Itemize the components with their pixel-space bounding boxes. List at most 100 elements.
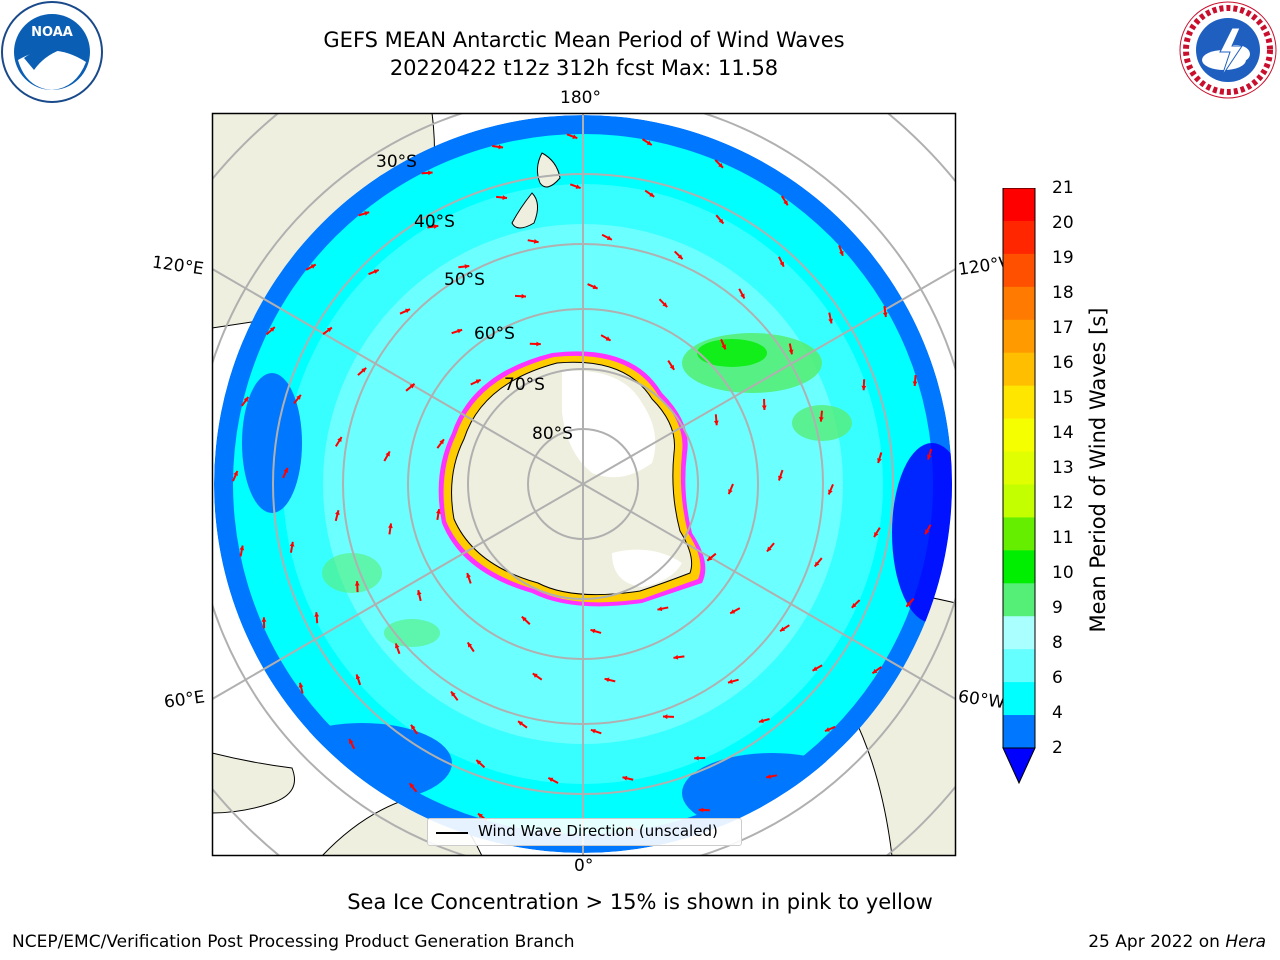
wind-arrow-head <box>405 308 411 314</box>
colorbar-cell <box>1003 418 1035 453</box>
lat-label-50s: 50°S <box>444 270 485 290</box>
wind-arrow-head <box>349 738 354 744</box>
wind-arrow-head <box>814 561 820 567</box>
wind-arrow-head <box>464 264 470 269</box>
noaa-logo-icon: NOAA <box>1 1 103 103</box>
wind-arrow-head <box>477 813 483 819</box>
wind-arrow-head <box>502 195 508 200</box>
lat-label-40s: 40°S <box>414 212 455 232</box>
wind-arrow-head <box>877 458 882 463</box>
wind-arrow-head <box>269 327 275 332</box>
wind-arrow-head <box>310 264 316 269</box>
lat-label-70s: 70°S <box>504 375 545 395</box>
wind-arrow-head <box>536 341 541 347</box>
wind-arrow-head <box>428 170 433 176</box>
wind-arrow-head <box>355 674 361 680</box>
legend-label: Wind Wave Direction (unscaled) <box>478 822 718 840</box>
wind-arrow-head <box>409 383 415 389</box>
colorbar-cell <box>1003 682 1035 716</box>
colorbar-tick-label: 4 <box>1052 703 1063 723</box>
sea-ice-note: Sea Ice Concentration > 15% is shown in … <box>347 890 933 914</box>
colorbar-tick-label: 10 <box>1052 563 1074 583</box>
wind-arrow-head <box>261 617 267 622</box>
lat-label-60s: 60°S <box>474 324 515 344</box>
wind-arrow-head <box>457 328 463 334</box>
colorbar-tick-label: 16 <box>1052 353 1074 373</box>
wind-wave-arrows <box>232 133 933 835</box>
legend-line-icon <box>436 832 468 834</box>
colorbar-tick-label: 20 <box>1052 213 1074 233</box>
wind-arrow-head <box>780 626 786 632</box>
wind-arrow-head <box>740 293 745 299</box>
wind-arrow-head <box>779 261 784 267</box>
chart-subtitle: 20220422 t12z 312h fcst Max: 11.58 <box>389 56 779 80</box>
wind-arrow-head <box>758 718 764 724</box>
wind-arrow-head <box>605 336 611 341</box>
lon-label-120e: 120°E <box>150 252 205 280</box>
wind-arrow-head <box>436 509 441 514</box>
wind-arrow-head <box>548 777 554 783</box>
wind-arrow-head <box>592 284 598 289</box>
wind-arrow-head <box>818 417 824 422</box>
colorbar-tick-label: 18 <box>1052 283 1074 303</box>
map-legend: Wind Wave Direction (unscaled) <box>427 818 742 846</box>
wind-arrow-head <box>394 643 400 649</box>
wind-arrow-head <box>727 679 733 684</box>
footer-date: 25 Apr 2022 on Hera <box>1088 932 1266 952</box>
wind-arrow-head <box>335 510 340 516</box>
wind-arrow-head <box>233 470 238 476</box>
colorbar <box>1002 188 1036 784</box>
wind-arrow-head <box>388 523 393 529</box>
wind-arrow-head <box>718 162 724 168</box>
wind-arrow-head <box>289 541 295 547</box>
colorbar-tick-label: 14 <box>1052 423 1074 443</box>
wind-arrow-head <box>476 759 482 765</box>
colorbar-cell <box>1003 451 1035 485</box>
wind-arrow-head <box>882 312 888 317</box>
colorbar-cell <box>1003 220 1035 255</box>
wind-arrow-head <box>354 581 360 586</box>
wind-arrow-head <box>296 394 301 400</box>
colorbar-cell <box>1003 188 1035 222</box>
wind-arrow-head <box>694 755 699 761</box>
lon-label-180: 180° <box>560 88 601 108</box>
wind-arrow-head <box>385 451 390 457</box>
colorbar-tick-label: 8 <box>1052 633 1063 653</box>
wind-arrow-head <box>707 556 713 561</box>
wind-arrow-head <box>518 721 524 726</box>
wind-arrow-head <box>646 140 652 146</box>
wind-arrow-head <box>521 616 527 622</box>
wind-arrow-head <box>361 367 367 373</box>
wind-arrow-head <box>851 602 857 608</box>
wind-arrow-head <box>872 668 878 674</box>
wind-arrow-head <box>451 691 456 697</box>
wind-arrow-head <box>411 724 416 730</box>
colorbar-cell <box>1003 253 1035 288</box>
wind-arrow-head <box>766 774 771 779</box>
colorbar-tick-label: 17 <box>1052 318 1074 338</box>
wind-arrow-head <box>337 436 342 442</box>
wind-arrow-head <box>906 601 912 607</box>
wind-arrow-head <box>828 489 833 495</box>
wind-arrow-head <box>373 269 379 274</box>
wind-arrow-head <box>416 590 422 595</box>
wind-arrow-head <box>662 714 668 720</box>
wind-arrow-head <box>475 379 481 384</box>
svg-text:NOAA: NOAA <box>31 25 73 40</box>
colorbar-tick-label: 19 <box>1052 248 1074 268</box>
wind-arrow-head <box>912 381 918 386</box>
wind-arrow-head <box>766 546 772 552</box>
wind-arrow-head <box>669 364 675 370</box>
wind-arrow-head <box>364 211 370 216</box>
wind-arrow-head <box>721 344 726 350</box>
wind-arrow-head <box>532 673 538 678</box>
colorbar-tick-label: 21 <box>1052 178 1074 198</box>
wind-arrow-head <box>713 420 719 426</box>
wind-arrow-head <box>874 532 879 538</box>
wind-arrow-head <box>824 727 830 732</box>
colorbar-cell <box>1003 550 1035 584</box>
colorbar-cell <box>1003 286 1035 321</box>
wind-arrow-head <box>828 318 833 324</box>
colorbar-under-triangle <box>1002 747 1036 784</box>
colorbar-tick-label: 6 <box>1052 668 1063 688</box>
